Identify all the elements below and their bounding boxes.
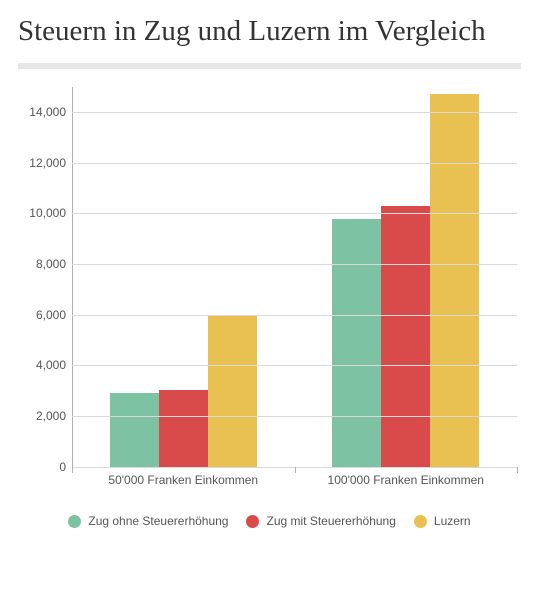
bar	[208, 316, 257, 467]
bar	[159, 390, 208, 467]
y-tick-label: 0	[18, 460, 66, 474]
page-title: Steuern in Zug und Luzern im Vergleich	[18, 14, 521, 49]
title-rule	[18, 63, 521, 69]
grid-line	[72, 213, 517, 214]
legend-swatch	[414, 515, 427, 528]
legend-swatch	[68, 515, 81, 528]
x-axis-labels: 50'000 Franken Einkommen100'000 Franken …	[72, 473, 517, 489]
x-axis-label: 50'000 Franken Einkommen	[72, 473, 295, 489]
bar	[332, 219, 381, 467]
legend: Zug ohne Steuererhöhung Zug mit Steuererh…	[18, 514, 521, 528]
grid-line	[72, 365, 517, 366]
legend-label: Zug ohne Steuererhöhung	[88, 514, 228, 528]
bars-layer	[72, 87, 517, 467]
plot-area: 02,0004,0006,0008,00010,00012,00014,000	[72, 87, 517, 467]
legend-label: Zug mit Steuererhöhung	[266, 514, 395, 528]
x-tick	[72, 467, 73, 473]
y-tick-label: 10,000	[18, 206, 66, 220]
y-tick-label: 12,000	[18, 156, 66, 170]
y-tick-label: 2,000	[18, 409, 66, 423]
y-tick-label: 14,000	[18, 105, 66, 119]
x-tick	[517, 467, 518, 473]
bar	[381, 206, 430, 467]
grid-line	[72, 315, 517, 316]
grid-line	[72, 264, 517, 265]
legend-item: Luzern	[414, 514, 471, 528]
grid-line	[72, 416, 517, 417]
bar	[110, 393, 159, 466]
bar	[430, 94, 479, 466]
legend-item: Zug ohne Steuererhöhung	[68, 514, 228, 528]
legend-label: Luzern	[434, 514, 471, 528]
legend-swatch	[246, 515, 259, 528]
legend-item: Zug mit Steuererhöhung	[246, 514, 395, 528]
x-tick	[295, 467, 296, 473]
y-tick-label: 8,000	[18, 257, 66, 271]
grid-line	[72, 112, 517, 113]
chart: 02,0004,0006,0008,00010,00012,00014,000 …	[18, 87, 521, 529]
grid-line	[72, 163, 517, 164]
y-tick-label: 4,000	[18, 358, 66, 372]
y-tick-label: 6,000	[18, 308, 66, 322]
x-axis-label: 100'000 Franken Einkommen	[295, 473, 518, 489]
